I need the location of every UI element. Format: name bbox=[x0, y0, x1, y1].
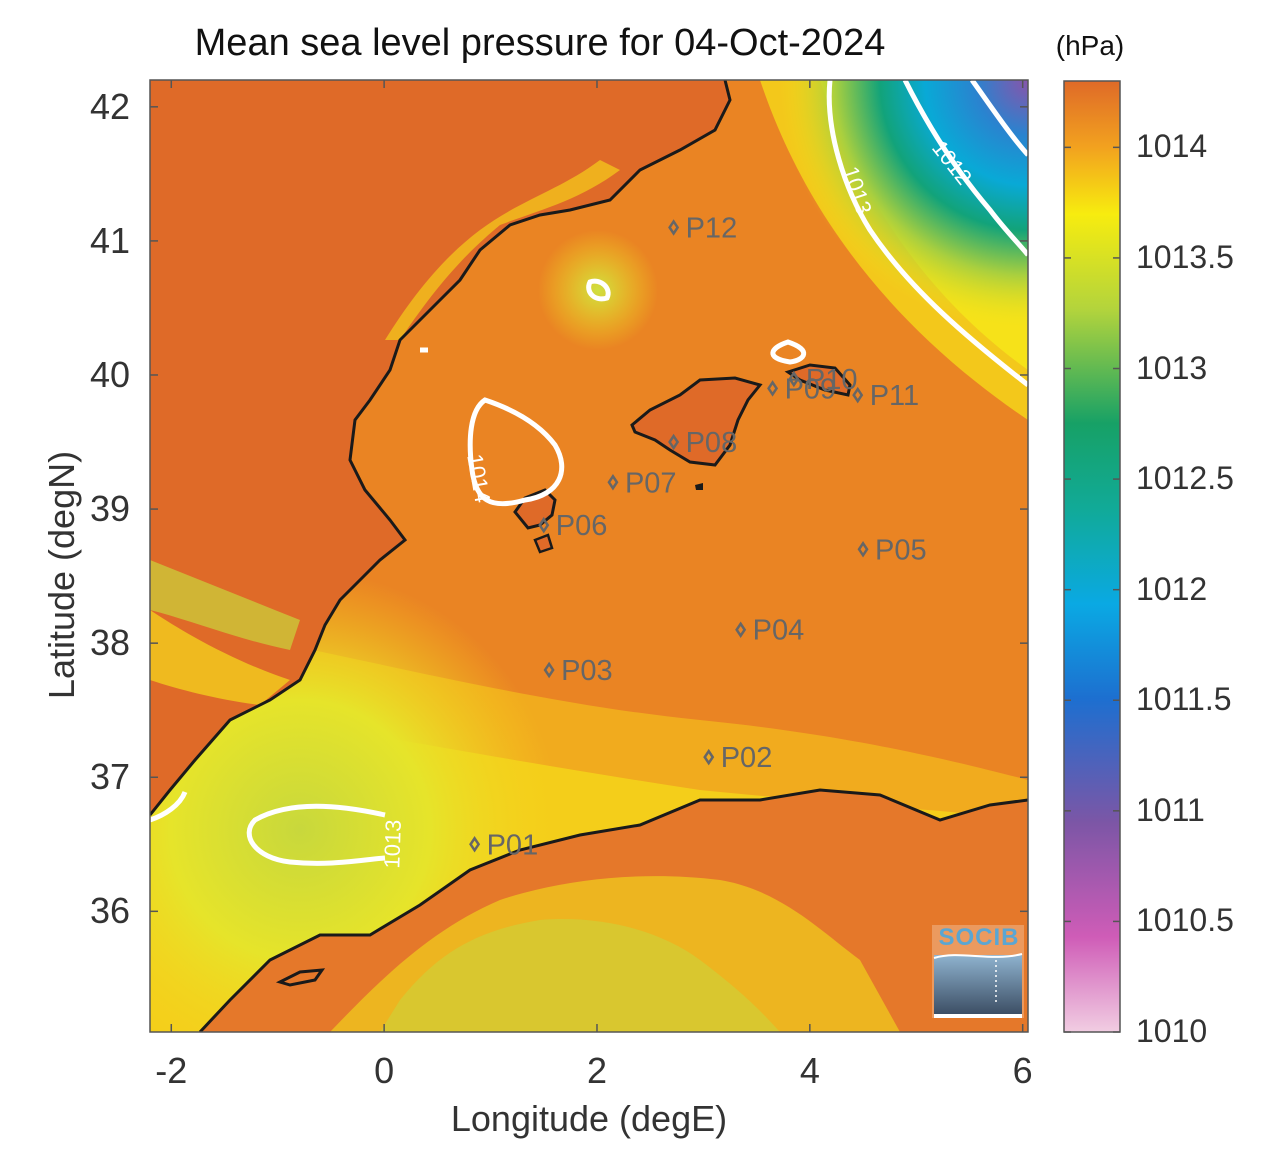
formentera bbox=[533, 533, 554, 554]
y-tick-label: 40 bbox=[89, 353, 130, 395]
station-marker bbox=[857, 541, 869, 558]
contour-1012 bbox=[902, 80, 1028, 257]
station-label: P03 bbox=[561, 655, 613, 687]
colorbar-ticks bbox=[1064, 146, 1120, 1033]
colorbar-tick-label: 1012.5 bbox=[1136, 460, 1234, 497]
station-point-p02: P02 bbox=[703, 742, 773, 774]
x-tick-label: 0 bbox=[374, 1050, 395, 1091]
colorbar-tick-label: 1013.5 bbox=[1136, 238, 1234, 275]
station-label: P07 bbox=[625, 467, 677, 499]
colorbar-tick-label: 1010 bbox=[1136, 1013, 1208, 1049]
y-tick-label: 37 bbox=[89, 756, 130, 798]
station-point-p05: P05 bbox=[857, 534, 927, 566]
station-point-p09: P09 bbox=[767, 373, 837, 405]
station-point-p07: P07 bbox=[607, 467, 677, 499]
station-marker bbox=[703, 748, 715, 766]
contour-label: 1013 bbox=[379, 819, 406, 869]
station-marker bbox=[538, 516, 550, 534]
station-marker bbox=[469, 836, 481, 853]
station-marker bbox=[607, 474, 619, 491]
coastline-iberia bbox=[150, 80, 732, 816]
colorbar-tick-label: 1012 bbox=[1136, 570, 1208, 607]
station-marker bbox=[852, 386, 864, 404]
menorca bbox=[784, 363, 852, 397]
x-tick-label: 2 bbox=[586, 1050, 607, 1091]
y-tick-label: 36 bbox=[89, 890, 130, 932]
contour-1013-south bbox=[246, 803, 386, 866]
x-axis-label: Longitude (degE) bbox=[450, 1098, 728, 1139]
x-tick-label: 4 bbox=[799, 1050, 820, 1091]
colorbar-tick-label: 1011 bbox=[1136, 791, 1205, 828]
station-label: P08 bbox=[686, 427, 738, 459]
station-point-p08: P08 bbox=[668, 427, 738, 459]
station-label: P09 bbox=[785, 373, 837, 405]
station-marker bbox=[767, 380, 779, 397]
station-label: P04 bbox=[753, 615, 805, 647]
station-point-p12: P12 bbox=[668, 212, 738, 244]
colorbar bbox=[1063, 80, 1121, 1033]
y-tick-label: 38 bbox=[89, 622, 130, 664]
socib-logo bbox=[932, 925, 1024, 1018]
station-point-p04: P04 bbox=[735, 615, 805, 647]
x-tick-label: 6 bbox=[1012, 1050, 1033, 1091]
station-marker bbox=[668, 219, 680, 236]
y-tick-label: 41 bbox=[89, 219, 130, 261]
station-point-p03: P03 bbox=[543, 655, 613, 687]
x-tick-label: -2 bbox=[155, 1050, 188, 1091]
station-marker bbox=[543, 661, 555, 679]
station-label: P11 bbox=[870, 380, 919, 412]
map-frame bbox=[149, 79, 1029, 1033]
mallorca bbox=[630, 376, 763, 467]
contour-1013-north bbox=[826, 80, 1028, 387]
station-marker bbox=[735, 621, 747, 638]
station-label: P02 bbox=[721, 742, 773, 774]
y-tick-label: 42 bbox=[89, 85, 130, 127]
station-point-p01: P01 bbox=[469, 829, 539, 861]
colorbar-tick-label: 1014 bbox=[1136, 128, 1208, 165]
station-marker bbox=[668, 433, 680, 451]
station-label: P06 bbox=[556, 510, 608, 542]
station-point-p10: P10 bbox=[788, 364, 858, 396]
station-marker bbox=[788, 370, 800, 388]
colorbar-tick-label: 1010.5 bbox=[1136, 902, 1234, 939]
chart-title: Mean sea level pressure for 04-Oct-2024 bbox=[194, 22, 886, 64]
station-label: P01 bbox=[487, 829, 539, 861]
station-point-p11: P11 bbox=[852, 380, 919, 412]
colorbar-tick-label: 1013 bbox=[1136, 349, 1208, 386]
station-point-p06: P06 bbox=[538, 510, 608, 542]
station-label: P12 bbox=[686, 212, 738, 244]
coastline-africa bbox=[198, 788, 1028, 1032]
station-label: P10 bbox=[806, 364, 858, 396]
colorbar-tick-label: 1011.5 bbox=[1136, 681, 1232, 718]
station-label: P05 bbox=[875, 534, 927, 566]
y-tick-label: 39 bbox=[89, 488, 130, 530]
socib-logo-text: SOCIB bbox=[938, 924, 1020, 951]
y-tick-marks bbox=[150, 106, 1028, 913]
contour-1014 bbox=[467, 397, 565, 507]
x-tick-marks bbox=[170, 80, 1024, 1032]
colorbar-unit-label: (hPa) bbox=[1055, 30, 1125, 61]
